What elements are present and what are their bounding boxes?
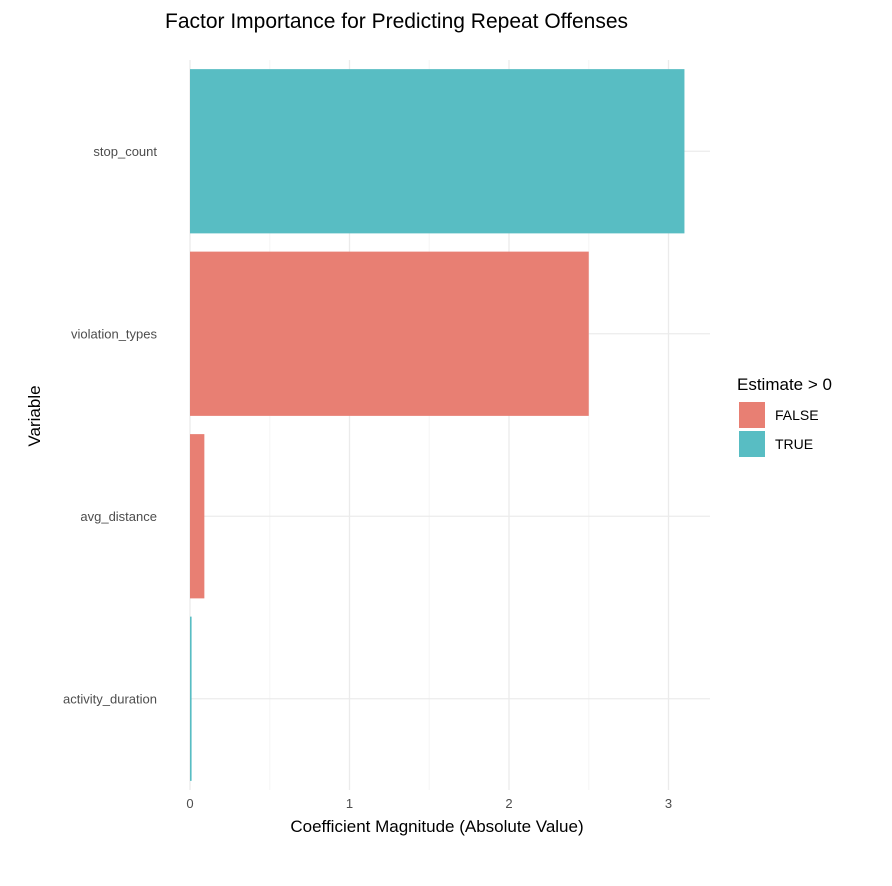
bars-layer [190, 69, 685, 781]
labels-layer: 0 1 2 3 stop_count violation_types avg_distanc… [63, 144, 672, 811]
x-tick-label: 0 [186, 796, 193, 811]
bar-stop-count [190, 69, 685, 234]
y-tick-label: avg_distance [80, 509, 157, 524]
legend-title: Estimate > 0 [737, 375, 832, 394]
y-tick-label: violation_types [71, 326, 157, 341]
legend-swatch-false [739, 402, 765, 428]
chart-title: Factor Importance for Predicting Repeat … [165, 10, 628, 33]
bar-violation-types [190, 251, 589, 416]
bar-activity-duration [190, 616, 192, 781]
x-axis-title: Coefficient Magnitude (Absolute Value) [290, 817, 583, 836]
legend-label-true: TRUE [775, 436, 813, 452]
y-tick-label: stop_count [93, 144, 157, 159]
y-tick-label: activity_duration [63, 691, 157, 706]
x-tick-label: 1 [346, 796, 353, 811]
y-axis-title: Variable [25, 385, 44, 446]
legend: Estimate > 0 FALSE TRUE [737, 375, 832, 457]
legend-label-false: FALSE [775, 407, 819, 423]
bar-avg-distance [190, 434, 205, 599]
x-tick-label: 3 [665, 796, 672, 811]
legend-swatch-true [739, 431, 765, 457]
x-tick-label: 2 [505, 796, 512, 811]
